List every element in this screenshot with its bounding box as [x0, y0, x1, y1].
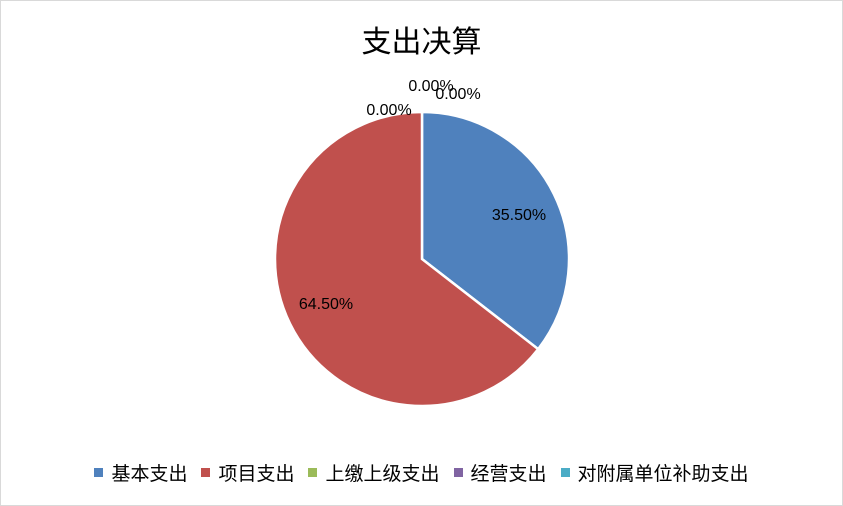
legend-label: 上缴上级支出	[325, 463, 440, 485]
data-label-1: 64.50%	[299, 296, 353, 313]
legend-swatch	[308, 468, 318, 477]
legend-swatch	[560, 468, 570, 477]
legend-label: 基本支出	[111, 463, 188, 485]
legend-label: 经营支出	[470, 463, 547, 485]
data-label-3: 0.00%	[366, 102, 411, 119]
legend: 基本支出 项目支出 上缴上级支出 经营支出 对附属单位补助支出	[1, 459, 842, 486]
legend-label: 对附属单位补助支出	[577, 463, 749, 485]
data-label-0: 35.50%	[492, 207, 546, 224]
legend-item: 项目支出	[201, 459, 294, 486]
legend-swatch	[453, 468, 463, 477]
legend-item: 经营支出	[453, 459, 547, 486]
legend-item: 基本支出	[94, 459, 187, 486]
pie-slice-0	[420, 110, 571, 351]
data-label-4: 0.00%	[408, 78, 453, 95]
legend-item: 对附属单位补助支出	[560, 459, 749, 486]
legend-label: 项目支出	[218, 463, 295, 485]
data-label-2: 0.00%	[435, 86, 480, 103]
legend-item: 上缴上级支出	[308, 459, 440, 486]
chart-title: 支出决算	[361, 25, 482, 60]
legend-swatch	[94, 468, 104, 477]
legend-swatch	[201, 468, 211, 477]
pie-slice-1	[273, 110, 540, 408]
